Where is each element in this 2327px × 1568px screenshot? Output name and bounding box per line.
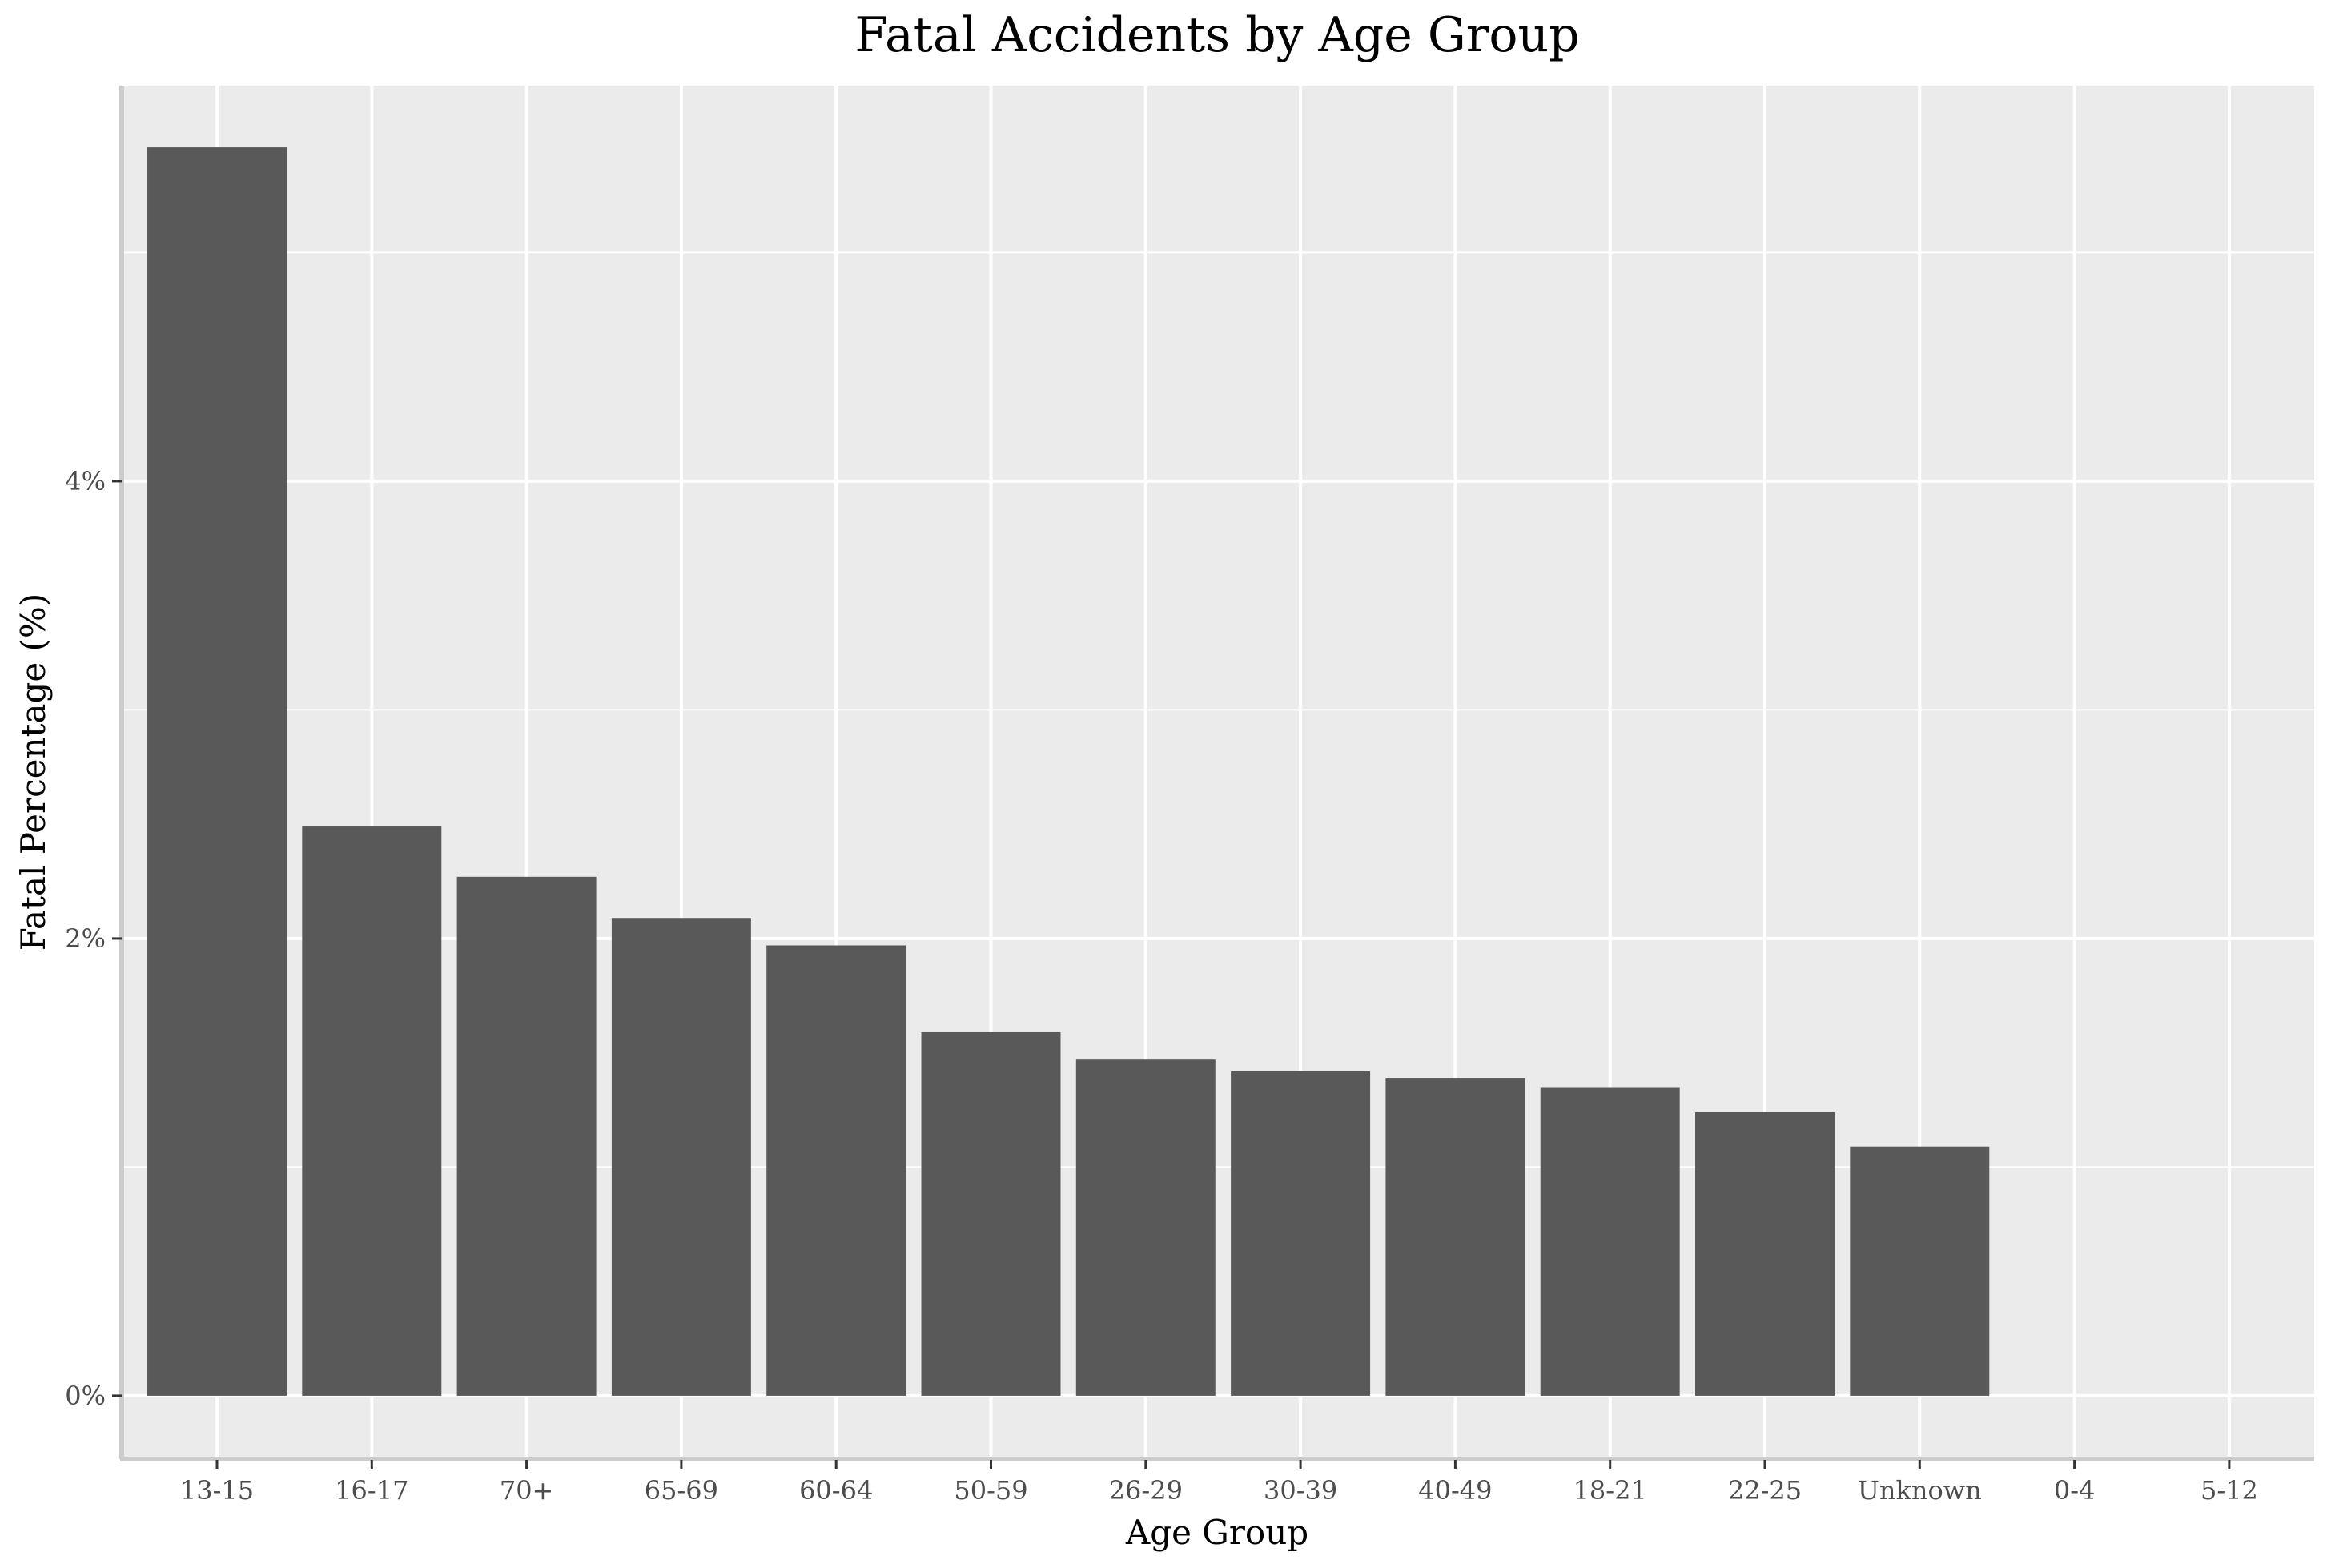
x-tick-label: 50-59 bbox=[954, 1475, 1027, 1506]
bar-18-21 bbox=[1540, 1087, 1680, 1396]
bar-60-64 bbox=[766, 945, 906, 1396]
bar-40-49 bbox=[1385, 1078, 1525, 1396]
y-tick-label: 0% bbox=[65, 1381, 106, 1411]
x-tick-label: 60-64 bbox=[799, 1475, 873, 1506]
chart-title: Fatal Accidents by Age Group bbox=[854, 7, 1579, 63]
x-tick-label: 40-49 bbox=[1418, 1475, 1492, 1506]
bar-16-17 bbox=[302, 826, 442, 1396]
bars bbox=[147, 147, 1990, 1396]
bar-65-69 bbox=[611, 918, 751, 1396]
bar-22-25 bbox=[1695, 1112, 1835, 1396]
x-tick-label: 22-25 bbox=[1728, 1475, 1802, 1506]
y-ticks: 0% 2% 4% bbox=[65, 466, 122, 1411]
x-tick-label: Unknown bbox=[1858, 1475, 1982, 1506]
bar-13-15 bbox=[147, 147, 287, 1396]
x-tick-label: 13-15 bbox=[180, 1475, 254, 1506]
x-tick-label: 5-12 bbox=[2200, 1475, 2258, 1506]
y-tick-label: 4% bbox=[65, 466, 106, 497]
bar-30-39 bbox=[1231, 1071, 1371, 1396]
x-tick-label: 0-4 bbox=[2054, 1475, 2096, 1506]
x-tick-label: 70+ bbox=[500, 1475, 554, 1506]
x-tick-label: 16-17 bbox=[335, 1475, 408, 1506]
x-tick-label: 26-29 bbox=[1109, 1475, 1183, 1506]
y-tick-label: 2% bbox=[65, 923, 106, 954]
x-tick-label: 30-39 bbox=[1264, 1475, 1337, 1506]
x-tick-label: 65-69 bbox=[645, 1475, 718, 1506]
x-ticks: 13-15 16-17 70+ 65-69 60-64 50-59 26-29 30-39 40… bbox=[180, 1460, 2258, 1506]
bar-70+ bbox=[456, 876, 597, 1396]
y-axis-title: Fatal Percentage (%) bbox=[14, 593, 53, 951]
bar-Unknown bbox=[1850, 1146, 1990, 1396]
x-tick-label: 18-21 bbox=[1573, 1475, 1647, 1506]
x-axis-title: Age Group bbox=[1125, 1513, 1308, 1552]
bar-50-59 bbox=[921, 1031, 1061, 1396]
bar-26-29 bbox=[1075, 1059, 1216, 1396]
